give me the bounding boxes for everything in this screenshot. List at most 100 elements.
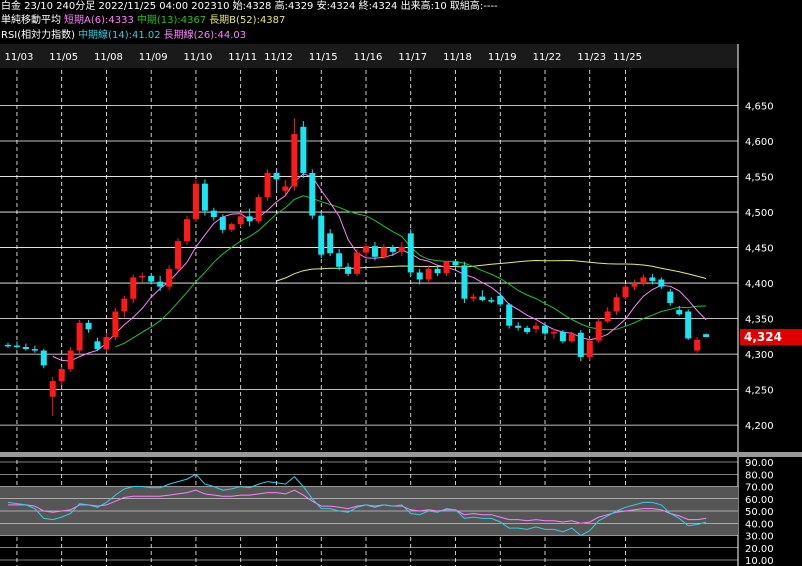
candle-body — [112, 311, 119, 338]
date-label: 11/05 — [49, 52, 78, 63]
rsi-panel — [0, 461, 738, 561]
rsi-tick-label: 50.00 — [745, 507, 774, 518]
candle-body — [327, 233, 334, 254]
candle-body — [5, 344, 11, 347]
candle-body — [398, 246, 405, 252]
candle-body — [318, 215, 325, 255]
candle-body — [470, 296, 477, 299]
candle-body — [667, 291, 674, 303]
candle-body — [577, 332, 584, 357]
candle-body — [542, 325, 548, 334]
rsi-tick-label: 70.00 — [745, 483, 774, 494]
candle-body — [479, 296, 486, 301]
rsi-tick-label: 90.00 — [745, 458, 774, 469]
candle-body — [649, 277, 656, 281]
moving-average-lines — [52, 173, 707, 362]
candlesticks — [5, 118, 710, 416]
candle-body — [425, 268, 432, 280]
candle-body — [175, 241, 182, 269]
candle-body — [354, 252, 361, 274]
date-label: 11/18 — [443, 52, 472, 63]
rsi-legend: RSI(相対力指数) 中期線(14):41.02 長期線(26):44.03 — [1, 29, 249, 43]
price-tick-label: 4,400 — [745, 279, 774, 290]
candle-body — [49, 381, 56, 397]
candle-body — [309, 172, 316, 216]
rsi-long-label: 長期線(26):44.03 — [163, 30, 247, 41]
candle-body — [166, 268, 173, 287]
candle-body — [416, 272, 423, 280]
candle-body — [407, 233, 414, 273]
date-label: 11/25 — [613, 52, 642, 63]
date-label: 11/23 — [577, 52, 606, 63]
candle-body — [550, 332, 557, 334]
candle-body — [184, 219, 190, 242]
candle-body — [157, 281, 164, 287]
candle-body — [559, 332, 566, 342]
candle-body — [228, 224, 235, 230]
candle-body — [121, 298, 128, 312]
header-line: 白金 23/10 240分足 2022/11/25 04:00 202310 始… — [1, 0, 501, 14]
candle-body — [568, 334, 575, 342]
candle-body — [595, 321, 602, 341]
candle-body — [640, 277, 647, 284]
candle-body — [676, 310, 683, 315]
rsi-title: RSI(相対力指数) — [1, 30, 76, 41]
candle-body — [291, 133, 298, 187]
candle-body — [210, 210, 217, 218]
date-label: 11/10 — [184, 52, 213, 63]
date-label: 11/16 — [354, 52, 383, 63]
candle-body — [443, 261, 450, 274]
candle-body — [148, 275, 155, 282]
candle-body — [31, 349, 38, 351]
rsi-tick-label: 30.00 — [745, 532, 774, 543]
price-tick-label: 4,550 — [745, 173, 774, 184]
candle-body — [389, 247, 396, 252]
candle-body — [103, 337, 110, 350]
candle-body — [434, 268, 441, 274]
candle-body — [76, 322, 83, 351]
date-label: 11/03 — [5, 52, 34, 63]
candle-body — [264, 172, 271, 198]
candle-body — [461, 265, 468, 299]
candle-body — [371, 246, 378, 257]
rsi-mid-line — [7, 473, 707, 537]
candle-body — [300, 126, 307, 173]
ma-mid-label: 中期(13):4367 — [136, 15, 207, 26]
candle-body — [40, 350, 47, 366]
candle-body — [533, 325, 540, 330]
candle-body — [67, 350, 74, 370]
candle-body — [488, 300, 495, 302]
date-label: 11/09 — [139, 52, 168, 63]
candle-body — [452, 261, 459, 266]
price-tick-label: 4,600 — [745, 137, 774, 148]
candle-body — [192, 183, 199, 220]
candle-body — [94, 341, 101, 350]
candle-body — [694, 339, 701, 351]
candle-body — [282, 186, 289, 191]
rsi-mid-label: 中期線(14):41.02 — [78, 30, 161, 41]
date-label: 11/11 — [228, 52, 257, 63]
candle-body — [685, 311, 692, 339]
date-label: 11/22 — [533, 52, 562, 63]
candle-body — [336, 253, 343, 267]
candle-body — [604, 311, 611, 322]
ma-short-label: 短期A(6):4333 — [64, 15, 134, 26]
candle-body — [246, 216, 253, 222]
price-tick-label: 4,350 — [745, 315, 774, 326]
ma-long-label: 長期B(52):4387 — [209, 15, 286, 26]
candle-body — [622, 286, 629, 298]
rsi-tick-label: 10.00 — [745, 556, 774, 566]
date-bar — [0, 44, 738, 68]
rsi-long-line — [8, 489, 707, 524]
price-tick-label: 4,450 — [745, 244, 774, 255]
candle-body — [273, 172, 280, 180]
candle-body — [130, 277, 137, 299]
instrument-summary: 白金 23/10 240分足 2022/11/25 04:00 202310 始… — [1, 1, 498, 12]
price-tick-label: 4,300 — [745, 350, 774, 361]
candle-body — [515, 325, 522, 328]
candle-body — [345, 266, 352, 274]
date-label: 11/15 — [309, 52, 338, 63]
candle-body — [380, 247, 387, 257]
ma-legend: 単純移動平均 短期A(6):4333 中期(13):4367 長期B(52):4387 — [1, 14, 288, 28]
